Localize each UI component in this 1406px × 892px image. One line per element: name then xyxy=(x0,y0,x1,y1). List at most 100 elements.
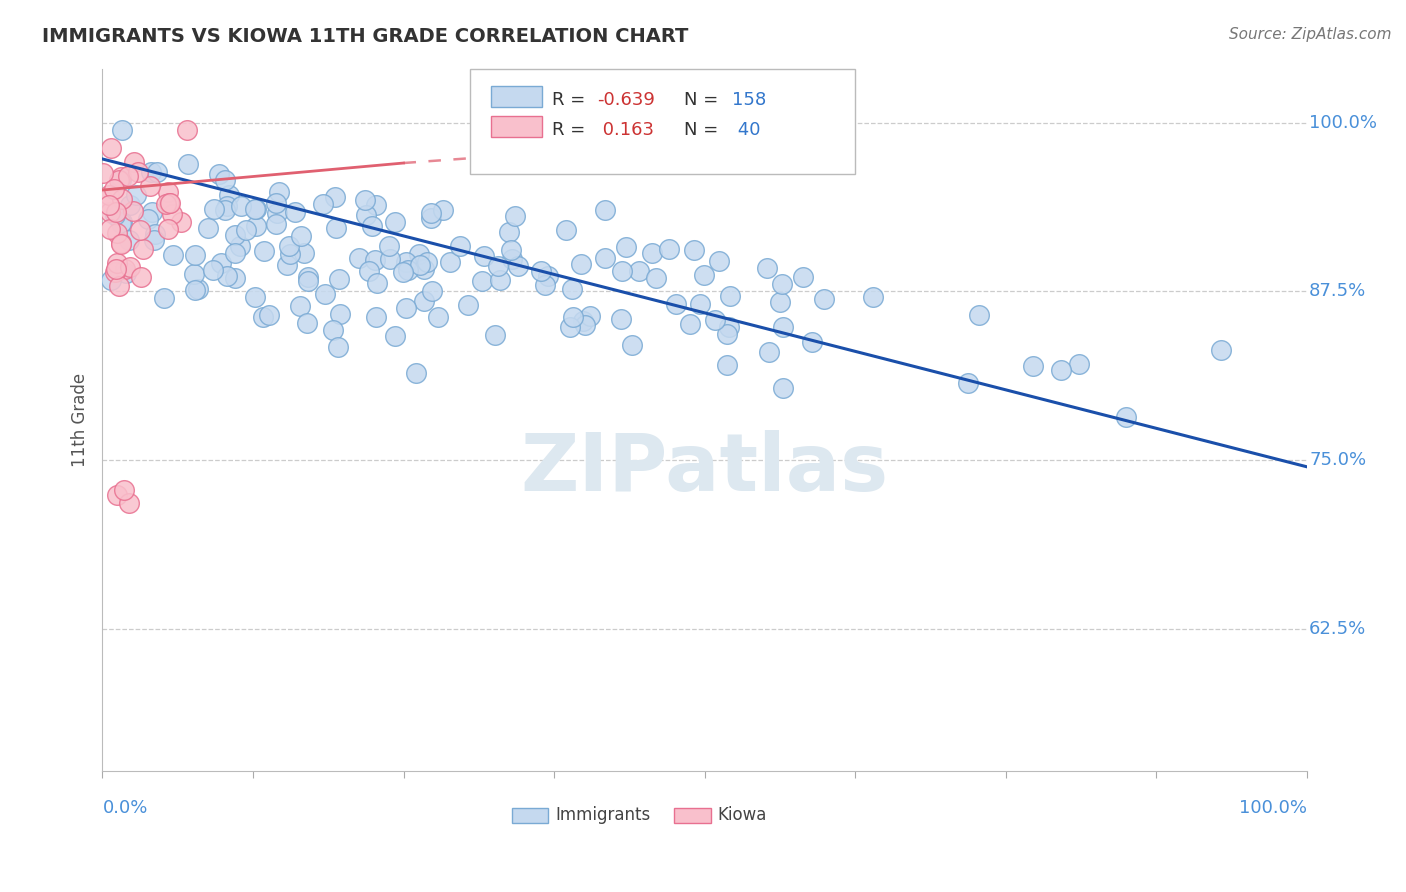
Point xyxy=(772,381,794,395)
Point xyxy=(252,244,274,259)
Point xyxy=(105,226,128,240)
Point xyxy=(569,257,592,271)
Point xyxy=(366,198,388,212)
Point xyxy=(184,284,207,298)
Point xyxy=(209,256,232,270)
Point xyxy=(800,334,823,349)
Point xyxy=(322,322,344,336)
Point xyxy=(297,274,319,288)
Text: 100.0%: 100.0% xyxy=(1309,113,1376,131)
Point xyxy=(439,255,461,269)
Point xyxy=(114,262,136,277)
Point xyxy=(534,277,557,292)
Text: R =: R = xyxy=(551,121,591,139)
Point xyxy=(104,208,127,222)
Point xyxy=(257,308,280,322)
Point xyxy=(98,222,121,236)
Point xyxy=(187,282,209,296)
Point xyxy=(716,359,738,373)
Point xyxy=(218,188,240,202)
Point xyxy=(100,141,122,155)
Point xyxy=(1115,410,1137,425)
Point xyxy=(111,214,134,228)
Point xyxy=(641,246,664,260)
Point xyxy=(349,252,371,266)
Text: 158: 158 xyxy=(733,91,766,109)
Point xyxy=(595,203,617,218)
Point xyxy=(593,251,616,265)
Point xyxy=(561,282,583,296)
FancyBboxPatch shape xyxy=(492,116,543,137)
Point xyxy=(380,252,402,267)
Point xyxy=(142,233,165,247)
Point xyxy=(562,310,585,324)
Point xyxy=(110,123,132,137)
Point xyxy=(129,270,152,285)
Point xyxy=(136,211,159,226)
Point xyxy=(472,249,495,263)
Point xyxy=(104,264,127,278)
Point xyxy=(110,216,132,230)
Point xyxy=(484,328,506,343)
Point xyxy=(707,254,730,268)
Point xyxy=(243,202,266,216)
Point xyxy=(290,229,312,244)
Point xyxy=(292,246,315,260)
Point xyxy=(288,299,311,313)
FancyBboxPatch shape xyxy=(492,86,543,107)
Point xyxy=(110,236,132,251)
Point xyxy=(117,169,139,183)
Point xyxy=(1209,343,1232,358)
Point xyxy=(426,310,449,324)
Text: 40: 40 xyxy=(733,121,761,139)
Point xyxy=(574,318,596,332)
Point xyxy=(127,165,149,179)
FancyBboxPatch shape xyxy=(470,69,855,174)
Text: 62.5%: 62.5% xyxy=(1309,620,1367,638)
Point xyxy=(124,154,146,169)
Point xyxy=(252,310,274,324)
Point xyxy=(118,197,141,211)
Point xyxy=(224,245,246,260)
Point xyxy=(537,268,560,283)
Point xyxy=(720,289,742,303)
Point xyxy=(125,188,148,202)
Point xyxy=(197,221,219,235)
Point xyxy=(644,270,666,285)
Point xyxy=(264,196,287,211)
Point xyxy=(115,266,138,280)
Point xyxy=(665,297,688,311)
Point xyxy=(107,255,129,269)
Point xyxy=(132,242,155,256)
Text: IMMIGRANTS VS KIOWA 11TH GRADE CORRELATION CHART: IMMIGRANTS VS KIOWA 11TH GRADE CORRELATI… xyxy=(42,27,689,45)
Point xyxy=(177,157,200,171)
Point xyxy=(97,188,120,202)
Point xyxy=(967,308,990,322)
Point xyxy=(628,263,651,277)
Point xyxy=(214,173,236,187)
Point xyxy=(364,310,387,324)
Point xyxy=(162,248,184,262)
Point xyxy=(432,203,454,218)
Point xyxy=(328,340,350,354)
Point xyxy=(772,320,794,334)
Text: ZIPatlas: ZIPatlas xyxy=(520,430,889,508)
Point xyxy=(120,260,142,275)
Point xyxy=(717,319,740,334)
Point xyxy=(110,169,132,184)
Point xyxy=(156,185,179,199)
Point xyxy=(489,273,512,287)
Point xyxy=(1050,363,1073,377)
Point xyxy=(93,194,115,209)
Point xyxy=(360,219,382,233)
Point xyxy=(770,277,793,291)
Y-axis label: 11th Grade: 11th Grade xyxy=(72,373,89,467)
Point xyxy=(329,307,352,321)
Point xyxy=(384,215,406,229)
Point xyxy=(121,204,143,219)
Point xyxy=(555,223,578,237)
Point xyxy=(157,195,180,210)
Text: -0.639: -0.639 xyxy=(598,91,655,109)
Point xyxy=(202,262,225,277)
Point xyxy=(486,259,509,273)
